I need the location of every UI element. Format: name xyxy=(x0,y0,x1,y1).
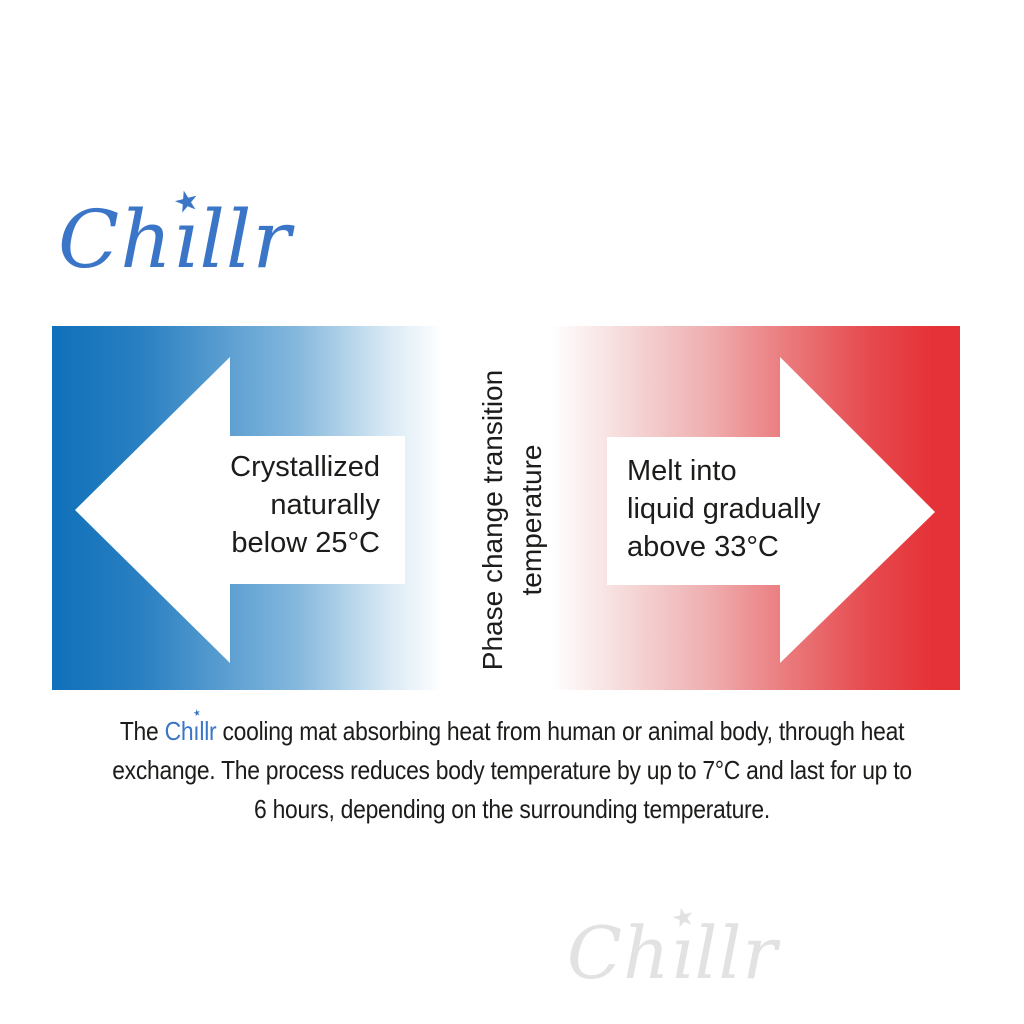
phase-transition-label: Phase change transition temperature xyxy=(473,350,553,690)
brand-watermark: Ch ★ ıllr xyxy=(567,900,778,995)
brand-logo: Ch ★ ıllr xyxy=(58,181,292,286)
right-arrow-line-1: Melt into xyxy=(627,455,737,487)
left-arrow-label: Crystallized naturally below 25°C xyxy=(170,448,380,562)
caption: The Ch ★ ıllr cooling mat absorbing heat f… xyxy=(61,707,962,829)
phase-transition-line-1: Phase change transition xyxy=(477,369,508,671)
right-arrow xyxy=(607,357,935,663)
left-arrow-line-1: Crystallized xyxy=(230,451,380,483)
arrows-graphic xyxy=(75,357,935,663)
right-arrow-line-2: liquid gradually xyxy=(627,493,821,525)
right-arrow-line-3: above 33°C xyxy=(627,531,779,563)
logo-text-end: llr xyxy=(199,193,292,286)
left-arrow xyxy=(75,357,405,663)
left-arrow-line-3: below 25°C xyxy=(231,527,380,559)
logo-text-start: Ch xyxy=(58,193,173,286)
right-arrow-label: Melt into liquid gradually above 33°C xyxy=(627,452,857,566)
star-icon: ★ xyxy=(170,181,205,222)
temperature-gradient-banner: Ch ★ ıllr xyxy=(52,326,960,993)
caption-line-2: exchange. The process reduces body tempe… xyxy=(112,755,912,785)
phase-transition-line-2: temperature xyxy=(516,444,547,596)
caption-brand: Ch ★ ıllr xyxy=(164,707,217,746)
caption-line-3: 6 hours, depending on the surrounding te… xyxy=(254,794,770,824)
caption-line-1: The Ch ★ ıllr cooling mat absorbing heat f… xyxy=(119,707,905,746)
left-arrow-line-2: naturally xyxy=(270,489,380,521)
logo-i: ★ ı xyxy=(170,181,205,286)
